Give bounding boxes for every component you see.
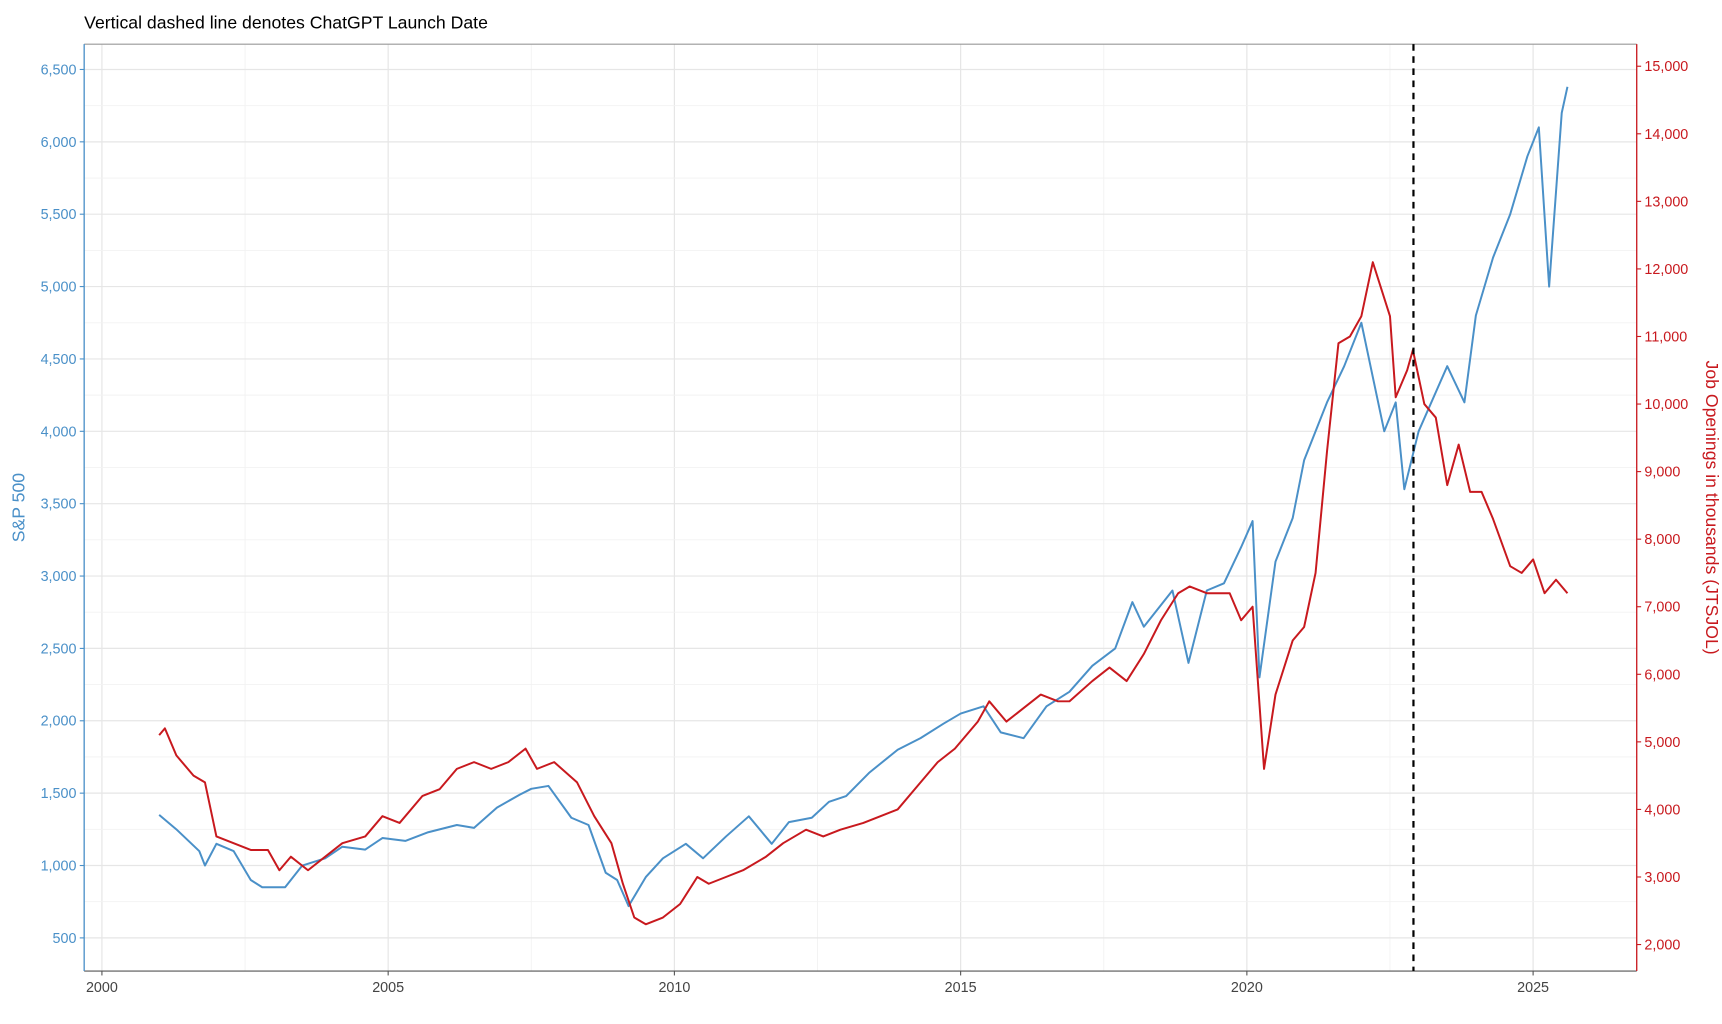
y-tick-label: 3,000 <box>41 569 77 585</box>
y-tick-label: 6,500 <box>41 62 77 78</box>
y-axis-title: S&P 500 <box>9 473 29 543</box>
x-tick-label: 2010 <box>658 980 690 996</box>
y2-tick-label: 2,000 <box>1644 938 1680 954</box>
data-line <box>158 86 1569 908</box>
x-tick-label: 2000 <box>86 980 118 996</box>
x-tick-label: 2015 <box>945 980 977 996</box>
y-tick-label: 500 <box>53 931 77 947</box>
y2-tick-label: 11,000 <box>1644 329 1687 345</box>
y2-tick-label: 8,000 <box>1644 532 1680 548</box>
y-tick-label: 4,500 <box>41 352 77 368</box>
x-tick-label: 2005 <box>372 980 404 996</box>
y-tick-label: 5,000 <box>41 280 77 296</box>
y2-tick-label: 15,000 <box>1644 59 1688 75</box>
y2-tick-label: 9,000 <box>1644 465 1680 481</box>
y2-tick-label: 5,000 <box>1644 735 1680 751</box>
y2-tick-label: 6,000 <box>1644 667 1680 683</box>
chart-subtitle: Vertical dashed line denotes ChatGPT Lau… <box>84 13 488 33</box>
x-tick-label: 2025 <box>1517 980 1549 996</box>
y2-tick-label: 4,000 <box>1644 802 1680 818</box>
y-tick-label: 3,500 <box>41 497 77 513</box>
y-tick-label: 6,000 <box>41 135 77 151</box>
y-tick-label: 5,500 <box>41 207 77 223</box>
y-tick-label: 2,500 <box>41 641 77 657</box>
x-tick-label: 2020 <box>1231 980 1263 996</box>
y2-tick-label: 10,000 <box>1644 397 1688 413</box>
y2-tick-label: 14,000 <box>1644 127 1688 143</box>
y2-tick-label: 12,000 <box>1644 262 1688 278</box>
y-tick-label: 4,000 <box>41 424 77 440</box>
y-tick-label: 2,000 <box>41 714 77 730</box>
y2-tick-label: 3,000 <box>1644 870 1680 886</box>
y-tick-label: 1,000 <box>41 858 77 874</box>
y2-tick-label: 13,000 <box>1644 194 1688 210</box>
data-line <box>158 261 1569 926</box>
y-tick-label: 1,500 <box>41 786 77 802</box>
y2-tick-label: 7,000 <box>1644 600 1680 616</box>
y2-axis-title: Job Openings in thousands (JTSJOL) <box>1702 361 1722 655</box>
